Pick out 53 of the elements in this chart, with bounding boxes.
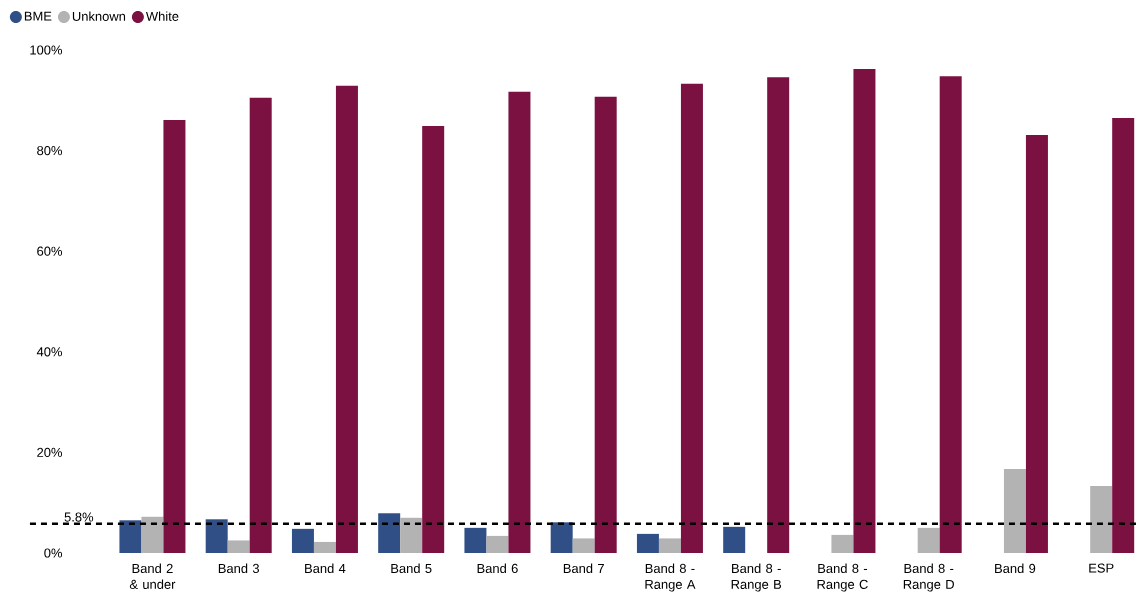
bar bbox=[1003, 469, 1026, 553]
bar bbox=[1112, 117, 1135, 553]
bar bbox=[853, 69, 876, 553]
bar bbox=[227, 540, 250, 553]
x-tick-label: Band 9 bbox=[995, 563, 1036, 574]
x-tick-label: Band 8 - Range B bbox=[731, 563, 782, 592]
bar bbox=[508, 91, 531, 553]
bar bbox=[141, 516, 164, 553]
bar bbox=[400, 517, 423, 553]
bar bbox=[378, 513, 401, 553]
x-tick-label: Band 6 bbox=[477, 563, 518, 574]
bar bbox=[1025, 135, 1048, 553]
bar bbox=[917, 527, 940, 553]
bar bbox=[723, 526, 746, 553]
ref-line-label: 5.8% bbox=[64, 512, 94, 522]
bar bbox=[486, 535, 509, 553]
legend-label: White bbox=[145, 11, 179, 21]
bar bbox=[680, 83, 703, 553]
bar bbox=[335, 85, 358, 553]
x-tick-label: Band 5 bbox=[391, 563, 432, 574]
bar bbox=[119, 520, 142, 553]
x-tick-label: Band 4 bbox=[305, 563, 346, 574]
x-tick-label: Band 8 - Range A bbox=[645, 563, 696, 592]
bar bbox=[291, 528, 314, 553]
y-tick-label: 40% bbox=[36, 347, 63, 357]
x-tick-label: Band 8 - Range D bbox=[903, 563, 954, 592]
x-tick-label: ESP bbox=[1089, 563, 1114, 573]
x-tick-label: Band 3 bbox=[218, 563, 259, 574]
legend-label: Unknown bbox=[72, 11, 126, 21]
y-tick-label: 100% bbox=[30, 45, 63, 55]
y-tick-label: 80% bbox=[37, 146, 63, 156]
x-tick-label: Band 7 bbox=[563, 563, 604, 574]
y-tick-label: 20% bbox=[37, 447, 63, 457]
bar bbox=[249, 97, 272, 553]
x-tick-label: Band 8 - Range C bbox=[817, 563, 868, 592]
legend-label: BME bbox=[24, 11, 52, 21]
bar bbox=[464, 527, 487, 553]
bar bbox=[658, 538, 681, 553]
bar bbox=[550, 522, 573, 553]
bar bbox=[636, 533, 659, 553]
y-tick-label: 60% bbox=[37, 246, 63, 256]
bar bbox=[572, 538, 595, 553]
bar bbox=[163, 119, 186, 553]
bar bbox=[422, 125, 445, 553]
bar bbox=[1090, 486, 1113, 553]
bar bbox=[939, 76, 962, 553]
bar bbox=[594, 96, 617, 553]
bar bbox=[205, 519, 228, 553]
x-tick-label: Band 2 & under bbox=[129, 563, 176, 589]
bar bbox=[831, 534, 854, 553]
bar bbox=[313, 541, 336, 553]
y-tick-label: 0% bbox=[44, 548, 63, 558]
bar bbox=[767, 77, 790, 553]
